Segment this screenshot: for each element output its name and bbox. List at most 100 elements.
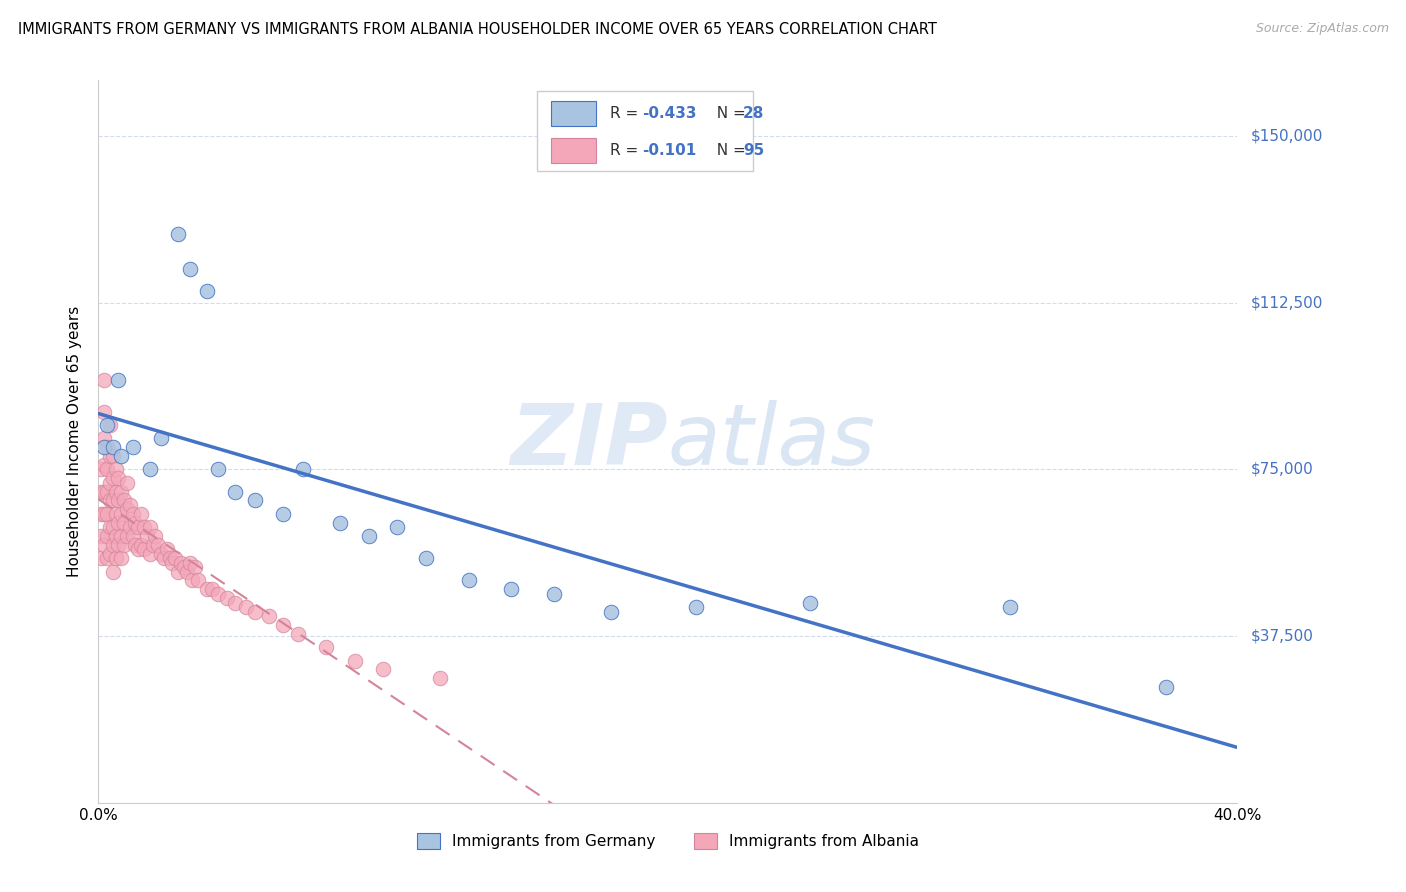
Point [90,529,112,543]
Point [179,262,201,277]
Point [167,565,190,579]
Point [150,547,173,561]
Point [104,462,127,476]
Point [98,547,121,561]
Point [259,609,281,624]
Point [118,498,141,512]
Point [273,507,295,521]
Point [93,484,115,499]
Text: -0.433: -0.433 [641,106,696,121]
Point [104,529,127,543]
Point [93,404,115,418]
Text: IMMIGRANTS FROM GERMANY VS IMMIGRANTS FROM ALBANIA HOUSEHOLDER INCOME OVER 65 YE: IMMIGRANTS FROM GERMANY VS IMMIGRANTS FR… [18,22,938,37]
Point [101,493,124,508]
Point [145,529,167,543]
Text: 28: 28 [742,106,765,121]
Point [187,574,209,588]
Point [121,529,143,543]
Point [150,431,173,445]
Point [110,449,132,463]
Point [243,605,266,619]
Point [373,662,395,676]
Point [115,475,138,490]
Point [93,373,115,387]
Point [243,493,266,508]
Point [98,449,121,463]
Point [115,502,138,516]
Point [104,551,127,566]
Text: 95: 95 [742,144,765,158]
Text: $112,500: $112,500 [1251,295,1323,310]
Point [176,565,198,579]
Point [110,551,132,566]
Point [132,542,155,557]
Point [129,538,152,552]
Point [112,516,135,530]
Point [387,520,409,534]
Point [115,529,138,543]
Point [96,417,118,432]
Point [110,507,132,521]
Point [685,600,707,615]
Point [110,529,132,543]
FancyBboxPatch shape [551,138,596,163]
FancyBboxPatch shape [537,91,754,170]
Point [195,582,218,597]
Point [127,542,149,557]
Point [315,640,337,655]
Point [121,440,143,454]
Point [224,484,246,499]
Point [93,507,115,521]
Point [179,556,201,570]
Point [148,538,170,552]
Text: ZIP: ZIP [510,400,668,483]
Point [127,520,149,534]
Point [201,582,224,597]
Point [273,618,295,632]
Point [501,582,523,597]
Point [165,551,187,566]
Point [153,551,176,566]
Point [118,520,141,534]
Point [101,520,124,534]
Point [112,538,135,552]
Point [98,475,121,490]
Point [107,493,129,508]
Point [207,462,229,476]
Point [121,507,143,521]
Point [415,551,437,566]
Point [195,285,218,299]
Point [162,556,184,570]
Point [104,484,127,499]
Text: $37,500: $37,500 [1251,629,1315,643]
Point [357,529,380,543]
Point [93,431,115,445]
Point [110,484,132,499]
Point [329,516,352,530]
Legend: Immigrants from Germany, Immigrants from Albania: Immigrants from Germany, Immigrants from… [409,825,927,856]
Text: $75,000: $75,000 [1251,462,1315,477]
Point [98,493,121,508]
Point [96,462,118,476]
Point [173,560,195,574]
Point [135,529,157,543]
Point [600,605,623,619]
Text: R =: R = [610,144,643,158]
Text: Source: ZipAtlas.com: Source: ZipAtlas.com [1256,22,1389,36]
Point [207,587,229,601]
Text: N =: N = [707,144,751,158]
Point [98,417,121,432]
Point [90,551,112,566]
Point [159,551,181,566]
Point [138,547,160,561]
Point [96,507,118,521]
Text: R =: R = [610,106,643,121]
Point [90,507,112,521]
Point [101,565,124,579]
Point [98,520,121,534]
Point [101,538,124,552]
Point [112,493,135,508]
Point [101,471,124,485]
Point [138,462,160,476]
Point [101,440,124,454]
